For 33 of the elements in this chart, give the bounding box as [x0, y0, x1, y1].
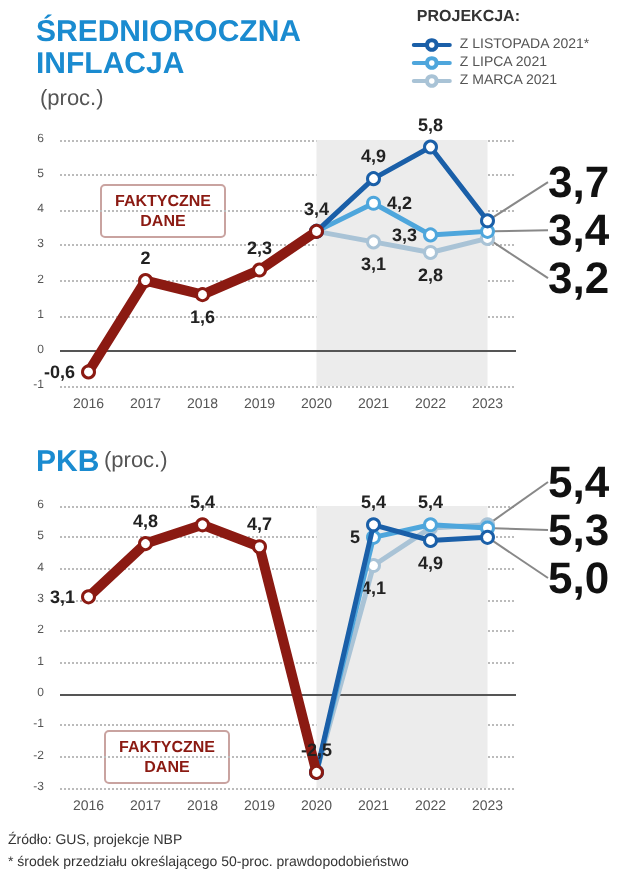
data-label: 3,4 — [548, 205, 611, 256]
data-label: 3,1 — [49, 586, 75, 607]
data-label: 4,2 — [387, 193, 413, 214]
data-label: 3,4 — [303, 198, 330, 219]
data-label: 5,4 — [360, 492, 387, 513]
data-label: 1,6 — [189, 307, 216, 328]
data-label: 4,8 — [132, 511, 159, 532]
data-label: 3,3 — [391, 224, 417, 245]
chart-subtitle: (proc.) — [104, 449, 168, 473]
legend-title: PROJEKCJA: — [416, 7, 521, 25]
data-label: 5,4 — [417, 492, 444, 513]
data-label: 4,7 — [246, 514, 273, 535]
data-label: 5,4 — [189, 492, 216, 513]
data-label: 5,0 — [548, 553, 610, 604]
data-label: -0,6 — [43, 361, 75, 382]
data-label: 2,8 — [417, 264, 444, 285]
data-label: 5 — [349, 527, 360, 548]
data-label: 4,9 — [417, 552, 444, 573]
data-label: -2,5 — [300, 739, 333, 760]
chart-title: PKB — [36, 445, 100, 479]
data-label: 2 — [140, 248, 151, 269]
data-label: 4,9 — [360, 146, 387, 167]
data-label: 3,7 — [548, 157, 610, 208]
data-label: 5,8 — [417, 114, 444, 135]
text: FAKTYCZNE DANE — [119, 738, 217, 776]
text: FAKTYCZNE DANE — [115, 192, 213, 230]
data-label: 3,2 — [548, 253, 610, 304]
data-label: 2,3 — [246, 237, 273, 258]
data-label: 3,1 — [360, 254, 387, 275]
data-label: 5,4 — [548, 457, 611, 508]
chart-title: ŚREDNIOROCZNA INFLACJA — [36, 13, 309, 81]
chart-subtitle: (proc.) — [40, 87, 104, 111]
data-label: 5,3 — [548, 505, 610, 556]
